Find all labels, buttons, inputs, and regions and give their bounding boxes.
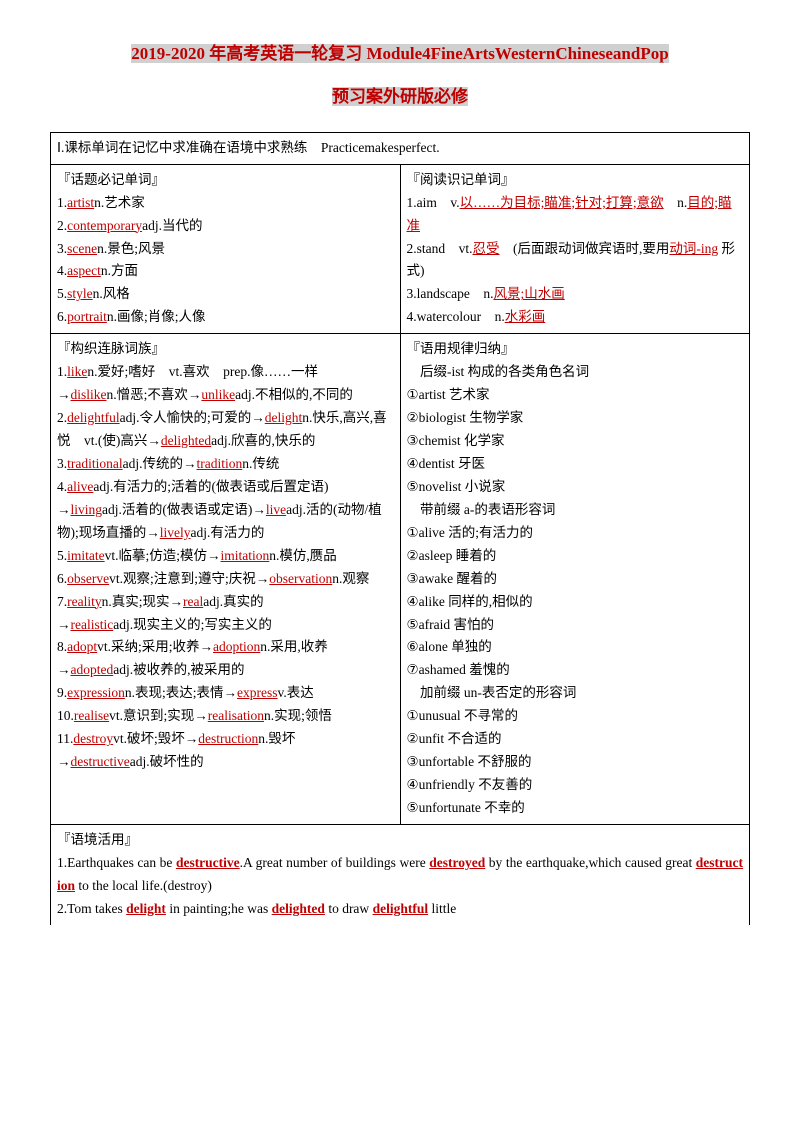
family-item: 8.adoptvt.采纳;采用;收养→adoptionn.采用,收养: [57, 636, 394, 659]
rules-sub: 带前缀 a-的表语形容词: [407, 499, 744, 522]
reading-item: 3.landscape n.风景;山水画: [407, 283, 744, 306]
rules-sub: 后缀-ist 构成的各类角色名词: [407, 361, 744, 384]
context-usage-cell: 『语境活用』 1.Earthquakes can be destructive.…: [51, 824, 750, 924]
topic-item: 6.portraitn.画像;肖像;人像: [57, 306, 394, 329]
rule-item: ①alive 活的;有活力的: [407, 522, 744, 545]
rule-item: ③unfortable 不舒服的: [407, 751, 744, 774]
rule-item: ①unusual 不寻常的: [407, 705, 744, 728]
title-line-2: 预习案外研版必修: [332, 87, 468, 106]
rule-item: ⑤novelist 小说家: [407, 476, 744, 499]
rule-item: ④alike 同样的,相似的: [407, 591, 744, 614]
topic-words-cell: 『话题必记单词』 1.artistn.艺术家 2.contemporaryadj…: [51, 164, 401, 334]
reading-heading: 『阅读识记单词』: [407, 169, 744, 192]
topic-item: 3.scenen.景色;风景: [57, 238, 394, 261]
family-item: 6.observevt.观察;注意到;遵守;庆祝→observationn.观察: [57, 568, 394, 591]
family-item: 4.aliveadj.有活力的;活着的(做表语或后置定语): [57, 476, 394, 499]
topic-item: 5.stylen.风格: [57, 283, 394, 306]
topic-heading: 『话题必记单词』: [57, 169, 394, 192]
rules-sub: 加前缀 un-表否定的形容词: [407, 682, 744, 705]
rules-heading: 『语用规律归纳』: [407, 338, 744, 361]
page-title: 2019-2020 年高考英语一轮复习 Module4FineArtsWeste…: [50, 40, 750, 112]
family-item: 2.delightfuladj.令人愉快的;可爱的→delightn.快乐,高兴…: [57, 407, 394, 453]
rule-item: ②biologist 生物学家: [407, 407, 744, 430]
rule-item: ③awake 醒着的: [407, 568, 744, 591]
family-item: 9.expressionn.表现;表达;表情→expressv.表达: [57, 682, 394, 705]
rule-item: ⑥alone 单独的: [407, 636, 744, 659]
vocab-table: Ⅰ.课标单词在记忆中求准确在语境中求熟练 Practicemakesperfec…: [50, 132, 750, 925]
family-item: 1.liken.爱好;嗜好 vt.喜欢 prep.像……一样: [57, 361, 394, 384]
family-item: 3.traditionaladj.传统的→traditionn.传统: [57, 453, 394, 476]
family-item: 5.imitatevt.临摹;仿造;模仿→imitationn.模仿,赝品: [57, 545, 394, 568]
reading-item: 1.aim v.以……为目标;瞄准;针对;打算;意欲 n.目的;瞄准: [407, 192, 744, 238]
rule-item: ⑤afraid 害怕的: [407, 614, 744, 637]
rule-item: ④dentist 牙医: [407, 453, 744, 476]
rule-item: ⑤unfortunate 不幸的: [407, 797, 744, 820]
word-family-cell: 『构织连脉词族』 1.liken.爱好;嗜好 vt.喜欢 prep.像……一样 …: [51, 334, 401, 825]
family-item: →livingadj.活着的(做表语或定语)→liveadj.活的(动物/植物)…: [57, 499, 394, 545]
rule-item: ②unfit 不合适的: [407, 728, 744, 751]
family-item: 10.realisevt.意识到;实现→realisationn.实现;领悟: [57, 705, 394, 728]
topic-item: 2.contemporaryadj.当代的: [57, 215, 394, 238]
reading-item: 4.watercolour n.水彩画: [407, 306, 744, 329]
section-header: Ⅰ.课标单词在记忆中求准确在语境中求熟练 Practicemakesperfec…: [51, 132, 750, 164]
title-line-1: 2019-2020 年高考英语一轮复习 Module4FineArtsWeste…: [131, 44, 668, 63]
family-item: →destructiveadj.破坏性的: [57, 751, 394, 774]
usage-heading: 『语境活用』: [57, 829, 743, 852]
rule-item: ②asleep 睡着的: [407, 545, 744, 568]
usage-sentence: 1.Earthquakes can be destructive.A great…: [57, 852, 743, 898]
family-heading: 『构织连脉词族』: [57, 338, 394, 361]
usage-rules-cell: 『语用规律归纳』 后缀-ist 构成的各类角色名词 ①artist 艺术家 ②b…: [400, 334, 750, 825]
family-item: 7.realityn.真实;现实→realadj.真实的: [57, 591, 394, 614]
rule-item: ①artist 艺术家: [407, 384, 744, 407]
family-item: →adoptedadj.被收养的,被采用的: [57, 659, 394, 682]
reading-item: 2.stand vt.忍受 (后面跟动词做宾语时,要用动词-ing 形式): [407, 238, 744, 284]
family-item: 11.destroyvt.破坏;毁坏→destructionn.毁坏: [57, 728, 394, 751]
family-item: →realisticadj.现实主义的;写实主义的: [57, 614, 394, 637]
usage-sentence: 2.Tom takes delight in painting;he was d…: [57, 898, 743, 921]
topic-item: 4.aspectn.方面: [57, 260, 394, 283]
rule-item: ⑦ashamed 羞愧的: [407, 659, 744, 682]
reading-words-cell: 『阅读识记单词』 1.aim v.以……为目标;瞄准;针对;打算;意欲 n.目的…: [400, 164, 750, 334]
family-item: →disliken.憎恶;不喜欢→unlikeadj.不相似的,不同的: [57, 384, 394, 407]
rule-item: ③chemist 化学家: [407, 430, 744, 453]
topic-item: 1.artistn.艺术家: [57, 192, 394, 215]
rule-item: ④unfriendly 不友善的: [407, 774, 744, 797]
